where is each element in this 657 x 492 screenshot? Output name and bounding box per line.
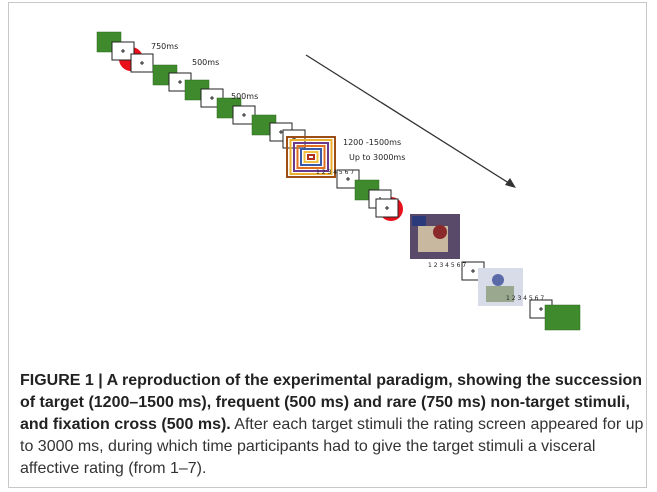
- timing-label: 750ms: [151, 42, 178, 51]
- timing-label: Up to 3000ms: [349, 153, 405, 162]
- target-picture-detail: [412, 216, 426, 226]
- target-stimulus: [289, 139, 333, 175]
- target-picture-detail: [492, 274, 504, 286]
- target-stimulus: [293, 142, 329, 172]
- timing-label: 500ms: [231, 92, 258, 101]
- target-stimulus: [307, 154, 315, 160]
- fixation-cross: [471, 269, 475, 273]
- time-arrow: [305, 54, 513, 186]
- fixation-cross: [210, 96, 214, 100]
- fixation-cross: [385, 206, 389, 210]
- figure-caption: FIGURE 1 | A reproduction of the experim…: [20, 370, 644, 480]
- fixation-cross: [242, 113, 246, 117]
- target-stimulus: [300, 148, 322, 166]
- paradigm-diagram: 750ms 500ms 500ms 1200 -1500ms Up to 300…: [96, 31, 581, 331]
- caption-bold: FIGURE 1 | A reproduction of the experim…: [20, 372, 643, 433]
- arrow-head: [505, 178, 516, 188]
- timing-label: 1200 -1500ms: [343, 138, 401, 147]
- target-stimulus-fill: [286, 136, 336, 178]
- target-picture-detail: [486, 286, 514, 302]
- target-stimulus: [296, 145, 326, 169]
- stimulus-sequence: [96, 31, 581, 331]
- rating-scale: 1 2 3 4 5 6 7: [506, 295, 544, 302]
- timing-label: 500ms: [192, 58, 219, 67]
- figure-frame: [8, 2, 647, 488]
- target-picture-detail: [433, 225, 447, 239]
- fixation-cross: [140, 61, 144, 65]
- green-stimulus: [544, 304, 581, 331]
- caption-text: After each target stimuli the rating scr…: [20, 416, 644, 477]
- fixation-cross: [121, 49, 125, 53]
- fixation-cross: [178, 80, 182, 84]
- rating-scale: 1 2 3 4 5 6 7: [316, 169, 354, 176]
- fixation-cross: [279, 130, 283, 134]
- fixation-cross: [346, 177, 350, 181]
- rating-scale: 1 2 3 4 5 6 7: [428, 262, 466, 269]
- target-stimulus: [303, 151, 319, 163]
- fixation-cross: [539, 307, 543, 311]
